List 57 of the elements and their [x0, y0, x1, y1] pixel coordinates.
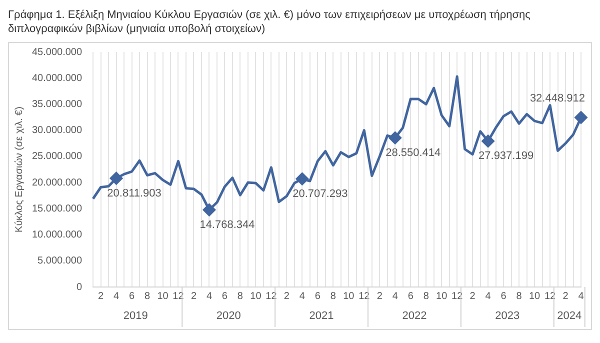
text: 2024: [557, 310, 582, 322]
text: 2021: [309, 310, 334, 322]
x-tick-label: 2: [470, 290, 476, 302]
x-tick-label: 6: [222, 290, 228, 302]
text: 2022: [402, 310, 427, 322]
data-label: 32.448.912: [530, 92, 585, 105]
data-label: 14.768.344: [200, 218, 255, 231]
x-tick-label: 8: [237, 290, 244, 302]
x-tick-label: 6: [128, 290, 135, 302]
x-tick-label: 6: [314, 290, 321, 302]
point: [296, 172, 308, 186]
x-tick-label: 2: [190, 290, 197, 302]
x-tick-label: 10: [528, 290, 541, 302]
x-tick-label: 6: [408, 290, 414, 302]
y-tick-label: 10.000.000: [32, 230, 82, 241]
x-tick-label: 10: [343, 290, 355, 302]
data-label: 27.937.199: [478, 150, 534, 162]
x-tick-label: 2: [562, 290, 569, 302]
point: [574, 111, 588, 124]
y-tick-label: 0: [76, 282, 82, 293]
chart-title: Γράφημα 1. Εξέλιξη Μηνιαίου Κύκλου Εργασιών (σε χιλ. €) μόνο των επιχειρήσεων με υποχρέωση τήρησης διπλογραφικών βιβλίων (μηνιαία υποβολή στοιχείων): [8, 8, 532, 36]
y-tick-label: 45.000.000: [32, 46, 82, 58]
data-label: 20.707.293: [292, 188, 348, 200]
x-tick-label: 10: [436, 290, 448, 302]
y-tick-label: 20.000.000: [32, 177, 82, 188]
y-tick-label: 25.000.000: [32, 151, 82, 162]
data-label: 28.550.414: [386, 146, 441, 159]
text: 2020: [216, 310, 241, 322]
x-tick-label: 10: [157, 290, 169, 302]
x-tick-label: 2: [284, 290, 290, 302]
y-tick-label: 40.000.000: [32, 72, 82, 84]
point: [110, 172, 123, 185]
text: 2019: [123, 310, 148, 322]
point: [202, 204, 216, 216]
x-tick-label: 8: [144, 290, 150, 302]
y-tick-label: 15.000.000: [32, 203, 82, 214]
x-tick-label: 2: [376, 290, 383, 302]
y-tick-label: 35.000.000: [32, 98, 82, 110]
text: 2023: [495, 310, 520, 322]
x-tick-label: 6: [500, 290, 507, 302]
x-tick-label: 4: [206, 290, 212, 302]
x-tick-label: 4: [485, 290, 492, 302]
x-tick-label: 8: [516, 290, 522, 302]
x-tick-label: 4: [578, 290, 584, 302]
y-tick-label: 5.000.000: [38, 256, 82, 267]
x-tick-label: 8: [330, 290, 336, 302]
y-axis-title: Κύκλος Εργασιών (σε χιλ. €): [14, 106, 25, 232]
data-label: 20.811.903: [107, 187, 162, 200]
x-tick-label: 4: [114, 290, 120, 302]
x-tick-label: 4: [299, 290, 306, 302]
point: [482, 134, 494, 148]
x-tick-label: 10: [250, 290, 262, 302]
x-tick-label: 4: [392, 290, 398, 302]
x-tick-label: 2: [98, 290, 104, 302]
point: [388, 132, 402, 144]
y-tick-label: 30.000.000: [32, 125, 82, 136]
x-tick-label: 8: [423, 290, 430, 302]
